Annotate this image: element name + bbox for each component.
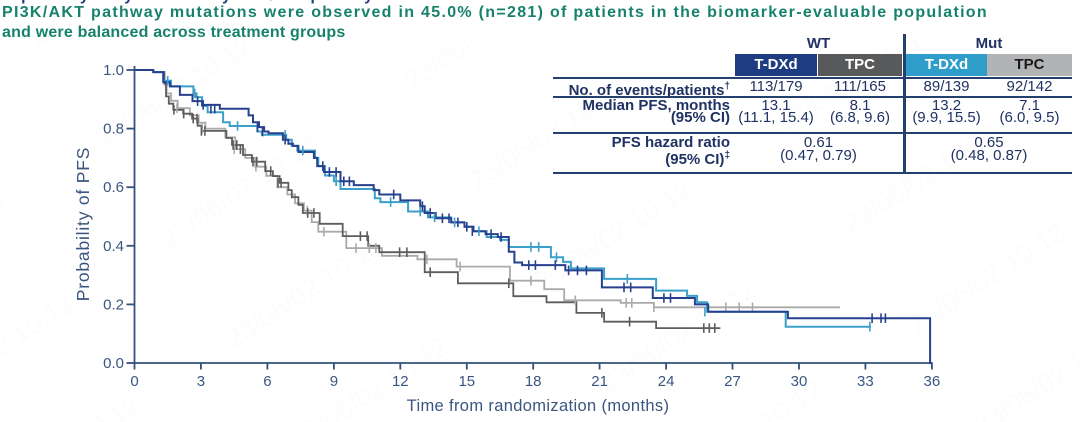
svg-text:3: 3 bbox=[197, 373, 205, 390]
svg-text:6: 6 bbox=[263, 373, 271, 390]
svg-text:33: 33 bbox=[857, 373, 874, 390]
svg-text:30: 30 bbox=[791, 373, 808, 390]
svg-text:24: 24 bbox=[658, 373, 675, 390]
svg-text:0.6: 0.6 bbox=[103, 179, 124, 196]
svg-text:0.4: 0.4 bbox=[103, 238, 124, 255]
svg-text:Time from randomization (month: Time from randomization (months) bbox=[407, 397, 670, 415]
svg-text:0.0: 0.0 bbox=[103, 355, 124, 372]
svg-text:18: 18 bbox=[525, 373, 542, 390]
svg-text:15: 15 bbox=[458, 373, 475, 390]
svg-text:9: 9 bbox=[330, 373, 338, 390]
svg-text:0: 0 bbox=[130, 373, 138, 390]
svg-text:0.8: 0.8 bbox=[103, 121, 124, 138]
svg-text:Probability of PFS: Probability of PFS bbox=[73, 147, 93, 301]
svg-text:21: 21 bbox=[591, 373, 608, 390]
svg-text:12: 12 bbox=[392, 373, 409, 390]
svg-text:1.0: 1.0 bbox=[103, 62, 124, 79]
svg-text:27: 27 bbox=[724, 373, 741, 390]
svg-text:0.2: 0.2 bbox=[103, 296, 124, 313]
svg-text:36: 36 bbox=[924, 373, 941, 390]
